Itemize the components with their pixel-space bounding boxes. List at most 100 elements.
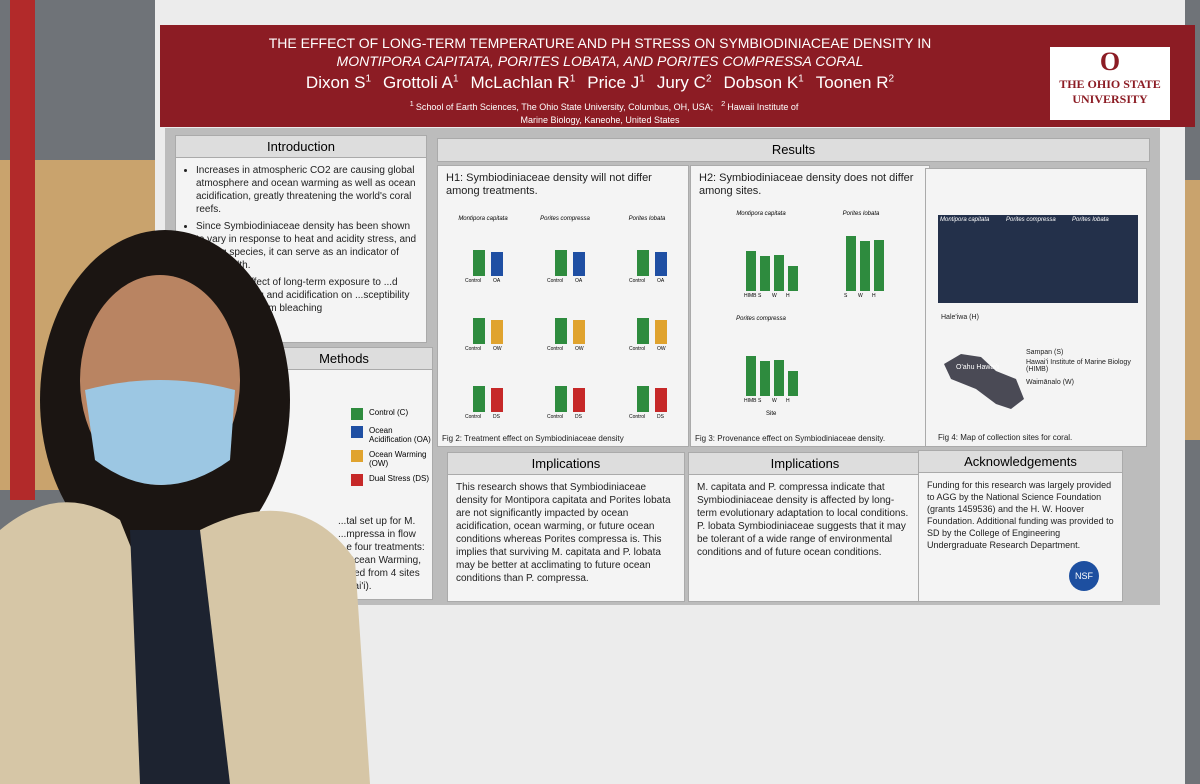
island [944,354,1024,409]
author-sup: 1 [365,73,372,85]
bar-illustration [655,252,667,276]
x-label: W [772,293,777,299]
x-label: S [758,293,762,299]
x-label: Control [465,346,482,352]
x-label: Control [629,414,646,420]
hypothesis: H2: Symbiodiniaceae density does not dif… [699,172,914,197]
heading: Results [437,138,1150,162]
caption: Fig 2: Treatment effect on Symbiodiniace… [442,434,624,443]
x-label: H [786,293,790,299]
bar-illustration [473,250,485,276]
map-label: Sampan (S) [1026,349,1064,356]
bar-illustration [573,320,585,344]
author: Toonen R2 [816,73,894,92]
side-banner [10,0,35,500]
author-sup: 1 [569,73,576,85]
heading: Implications [689,453,921,475]
mask [85,380,235,485]
affiliation: Hawaii Institute of Marine Biology, Kane… [520,102,799,125]
panel-title: Porites lobata [628,216,666,222]
author-name: McLachlan R [470,73,570,92]
logo: O THE OHIO STATE UNIVERSITY [1050,47,1170,120]
x-label: Control [547,278,564,284]
legend-swatch [351,426,363,438]
person [0,230,370,784]
body-text: M. capitata and P. compressa indicate th… [697,482,909,558]
bar-illustration [491,252,503,276]
bar-illustration [746,251,756,291]
legend-label: Ocean Warming (OW) [369,450,427,468]
logo-mark: O [1099,47,1121,76]
x-label: S [844,293,848,299]
author-sup: 2 [888,73,895,85]
figure-panel: H1: Symbiodiniaceae density will not dif… [437,165,689,447]
bar-illustration [491,320,503,344]
x-label: DS [493,414,500,420]
bar-illustration [555,250,567,276]
map-label: Hale'iwa (H) [941,314,979,321]
author-sup: 1 [798,73,804,85]
figure-panel: H2: Symbiodiniaceae density does not dif… [690,165,930,447]
bar-illustration [473,318,485,344]
bar-illustration [573,252,585,276]
bar-illustration [655,388,667,412]
x-label: W [772,398,777,404]
bar-illustration [760,256,770,291]
affiliation: School of Earth Sciences, The Ohio State… [415,102,714,112]
author: Jury C2 [657,73,712,92]
author-name: Dixon S [305,73,366,92]
panel-title: Montipora capitata [458,216,508,222]
legend-item: Ocean Warming (OW) [351,450,431,468]
x-label: OW [657,346,666,352]
author-name: Price J [587,73,640,92]
x-label: OA [575,278,583,284]
map-label: Waimānalo (W) [1026,379,1074,386]
bar-illustration [555,318,567,344]
logo-text: THE OHIO STATE [1059,77,1161,91]
bar-illustration [846,236,856,291]
author-sup: 2 [705,73,712,85]
x-label: Control [547,414,564,420]
legend-swatch [351,408,363,420]
author: McLachlan R1 [471,73,576,92]
x-label: H [786,398,790,404]
author-name: Jury C [656,73,706,92]
legend-swatch [351,474,363,486]
x-label: Control [465,278,482,284]
bar-illustration [746,356,756,396]
heading: Methods [256,348,432,370]
caption: Fig 3: Provenance effect on Symbiodiniac… [695,434,886,443]
panel-title: Montipora capitata [736,211,786,217]
panel-title: Porites compressa [540,216,590,222]
legend-item: Control (C) [351,408,431,420]
bar-illustration [637,318,649,344]
legend-label: Dual Stress (DS) [369,474,430,483]
author: Dobson K1 [724,73,804,92]
bullet: Increases in atmospheric CO2 are causing… [196,164,418,216]
x-label: OA [657,278,665,284]
bar-illustration [491,388,503,412]
x-label: OW [575,346,584,352]
heading: Introduction [176,136,426,158]
caption: Fig 4: Map of collection sites for coral… [938,433,1073,442]
x-label: S [758,398,762,404]
nsf-badge: NSF [1069,561,1099,591]
legend-item: Dual Stress (DS) [351,474,431,486]
legend-swatch [351,450,363,462]
legend-label: Ocean Acidification (OA) [369,426,431,444]
x-label: OW [493,346,502,352]
bar-illustration [637,386,649,412]
title: THE EFFECT OF LONG-TERM TEMPERATURE AND … [268,35,932,51]
implications: Implications M. capitata and P. compress… [688,452,922,602]
bar-illustration [655,320,667,344]
x-label: Control [629,346,646,352]
map-label: Hawai'i Institute of Marine Biology (HIM… [1026,359,1131,373]
legend-item: Ocean Acidification (OA) [351,426,431,444]
author-sup: 1 [452,73,459,85]
photo-label: Porites lobata [1072,217,1109,223]
bar-illustration [637,250,649,276]
acknowledgements: Acknowledgements Funding for this resear… [918,450,1123,602]
panel-title: Porites compressa [736,316,786,322]
bar-illustration [760,361,770,396]
